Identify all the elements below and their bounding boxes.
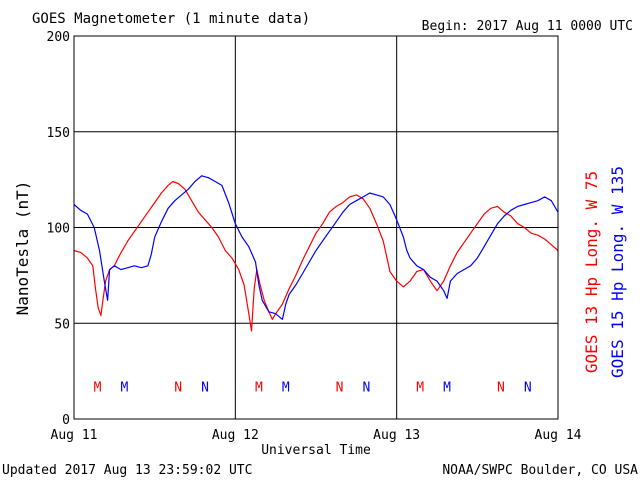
legend-goes15: GOES 15 Hp Long. W 135 <box>608 166 627 378</box>
plot-frame <box>73 35 559 420</box>
source-credit: NOAA/SWPC Boulder, CO USA <box>442 463 638 478</box>
y-tick-label: 150 <box>47 126 70 141</box>
marker-m: M <box>255 380 263 395</box>
marker-n: N <box>497 380 505 395</box>
x-tick-label: Aug 12 <box>212 428 259 443</box>
y-tick-label: 50 <box>54 317 70 332</box>
marker-m: M <box>94 380 102 395</box>
y-tick-label: 100 <box>47 222 70 237</box>
chart-title: GOES Magnetometer (1 minute data) <box>32 11 310 27</box>
marker-n: N <box>336 380 344 395</box>
x-axis-label: Universal Time <box>261 443 371 458</box>
marker-m: M <box>121 380 129 395</box>
y-tick-label: 0 <box>62 413 70 428</box>
begin-label: Begin: 2017 Aug 11 0000 UTC <box>422 19 633 34</box>
marker-m: M <box>282 380 290 395</box>
y-axis-label: NanoTesla (nT) <box>13 181 32 316</box>
grid-lines <box>74 36 558 419</box>
marker-n: N <box>363 380 371 395</box>
x-tick-labels: Aug 11 Aug 12 Aug 13 Aug 14 <box>51 428 582 443</box>
marker-n: N <box>524 380 532 395</box>
x-tick-label: Aug 13 <box>373 428 420 443</box>
x-tick-label: Aug 14 <box>535 428 582 443</box>
y-tick-label: 200 <box>47 30 70 45</box>
plot-series <box>73 175 559 332</box>
series-line-1 <box>73 180 559 332</box>
y-tick-labels: 0 50 100 150 200 <box>47 30 70 428</box>
updated-timestamp: Updated 2017 Aug 13 23:59:02 UTC <box>2 463 252 478</box>
marker-n: N <box>201 380 209 395</box>
marker-m: M <box>443 380 451 395</box>
marker-n: N <box>174 380 182 395</box>
series-line-2 <box>73 175 559 320</box>
x-tick-label: Aug 11 <box>51 428 98 443</box>
marker-m: M <box>416 380 424 395</box>
legend-goes13: GOES 13 Hp Long. W 75 <box>582 171 601 373</box>
